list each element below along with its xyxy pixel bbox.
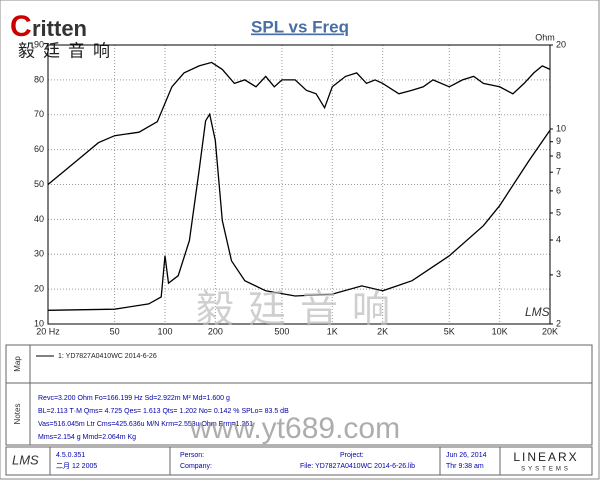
x-tick-label: 20K	[542, 326, 558, 336]
notes-box	[5, 382, 593, 446]
series-line	[47, 61, 551, 186]
note-line: Revc=3.200 Ohm Fo=166.199 Hz Sd=2.922m M…	[38, 395, 230, 402]
date: Jun 26, 2014	[446, 452, 487, 459]
y2-axis-label: Ohm	[535, 32, 555, 42]
note-line: Mms=2.154 g Mmd=2.064m Kg	[38, 434, 136, 441]
x-tick-label: 20 Hz	[36, 326, 60, 336]
logo-chinese: 毅廷音响	[18, 41, 118, 60]
y-tick-label: 10	[34, 318, 44, 328]
footer-lms: LMS	[12, 452, 39, 467]
y-tick-label: 80	[34, 74, 44, 84]
x-tick-label: 500	[274, 326, 289, 336]
systems: SYSTEMS	[521, 467, 571, 473]
y2-tick-label: 8	[556, 150, 561, 160]
y2-tick-label: 9	[556, 136, 561, 146]
watermark-url: www.yt689.com	[189, 412, 400, 445]
notes-heading: Notes	[13, 404, 22, 425]
y-tick-label: 20	[34, 284, 44, 294]
y2-tick-label: 3	[556, 269, 561, 279]
footer-box	[5, 446, 593, 476]
logo-brand: ritten	[32, 16, 87, 41]
person: Person:	[180, 452, 204, 459]
x-tick-label: 2K	[377, 326, 388, 336]
legend-text: 1: YD7827A0410WC 2014-6-26	[58, 353, 157, 360]
chart-title: SPL vs Freq	[251, 17, 349, 36]
file: File: YD7827A0410WC 2014-6-26.lib	[300, 463, 415, 470]
build-date: 二月 12 2005	[56, 462, 97, 470]
company: Company:	[180, 463, 212, 470]
y2-tick-label: 10	[556, 123, 566, 133]
y2-tick-label: 5	[556, 207, 561, 217]
lms-mark: LMS	[525, 305, 550, 319]
y2-tick-label: 7	[556, 167, 561, 177]
logo-initial: C	[10, 10, 32, 43]
y-tick-label: 40	[34, 214, 44, 224]
project: Project:	[340, 452, 364, 459]
x-tick-label: 200	[208, 326, 223, 336]
y-tick-label: 70	[34, 109, 44, 119]
x-tick-label: 5K	[444, 326, 455, 336]
note-line: Vas=516.045m Ltr Cms=425.636u M/N Krm=2.…	[38, 421, 253, 428]
linearx: LINEARX	[513, 450, 578, 464]
time: Thr 9:38 am	[446, 463, 484, 470]
note-line: BL=2.113 T·M Qms= 4.725 Qes= 1.613 Qts= …	[38, 408, 289, 415]
version: 4.5.0.351	[56, 452, 85, 459]
y-tick-label: 90	[34, 39, 44, 49]
x-tick-label: 100	[157, 326, 172, 336]
y2-tick-label: 6	[556, 185, 561, 195]
y-tick-label: 30	[34, 249, 44, 259]
y-tick-label: 60	[34, 144, 44, 154]
x-tick-label: 1K	[327, 326, 338, 336]
map-heading: Map	[13, 356, 22, 372]
y2-tick-label: 20	[556, 39, 566, 49]
series-line	[47, 112, 551, 311]
y2-tick-label: 2	[556, 318, 561, 328]
watermark-chinese: 毅廷音响	[196, 289, 404, 331]
x-tick-label: 10K	[492, 326, 508, 336]
x-tick-label: 50	[110, 326, 120, 336]
y2-tick-label: 4	[556, 234, 561, 244]
y-tick-label: 50	[34, 179, 44, 189]
